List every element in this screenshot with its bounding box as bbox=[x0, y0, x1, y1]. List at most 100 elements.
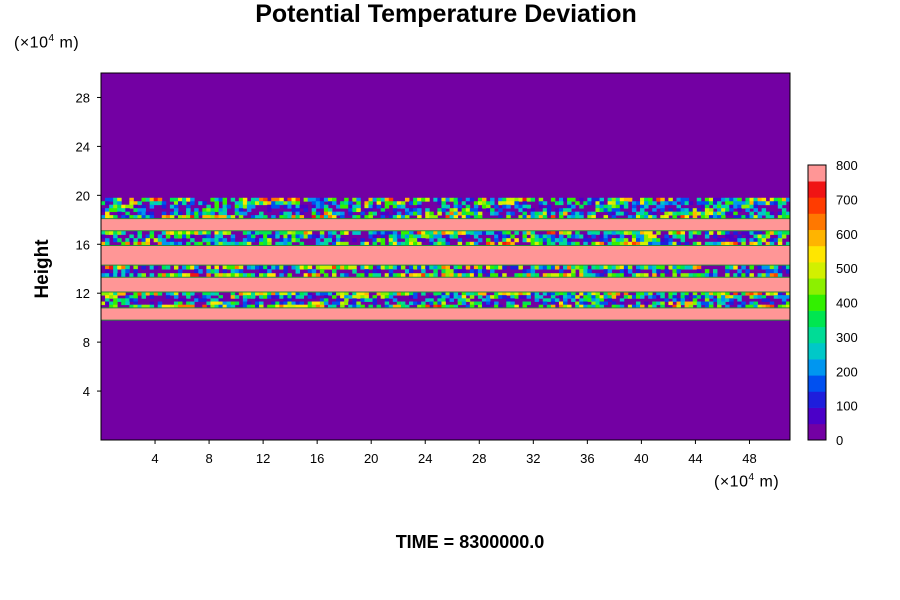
heatmap-cell bbox=[563, 291, 568, 296]
heatmap-cell bbox=[583, 265, 588, 270]
heatmap-cell bbox=[242, 241, 248, 246]
heatmap-cell bbox=[749, 230, 754, 235]
heatmap-cell bbox=[287, 273, 292, 278]
heatmap-cell bbox=[372, 204, 377, 209]
heatmap-cell bbox=[376, 304, 382, 309]
heatmap-cell bbox=[283, 298, 288, 302]
heatmap-cell bbox=[283, 204, 288, 209]
heatmap-cell bbox=[417, 301, 422, 306]
heatmap-cell bbox=[538, 265, 544, 270]
heatmap-cell bbox=[672, 265, 677, 270]
heatmap-cell bbox=[745, 201, 750, 206]
heatmap-cell bbox=[631, 273, 637, 278]
heatmap-cell bbox=[737, 204, 742, 209]
heatmap-cell bbox=[409, 265, 414, 270]
heatmap-cell bbox=[688, 304, 694, 309]
heatmap-cell bbox=[149, 273, 155, 278]
heatmap-cell bbox=[214, 204, 219, 209]
heatmap-cell bbox=[522, 295, 527, 299]
heatmap-cell bbox=[623, 211, 629, 216]
heatmap-cell bbox=[558, 197, 564, 202]
heatmap-cell bbox=[514, 291, 519, 296]
heatmap-cell bbox=[307, 304, 313, 309]
heatmap-cell bbox=[429, 265, 434, 270]
heatmap-cell bbox=[611, 265, 617, 270]
heatmap-cell bbox=[105, 211, 110, 216]
heatmap-cell bbox=[652, 265, 657, 270]
heatmap-cell bbox=[652, 241, 657, 246]
heatmap-cell bbox=[279, 197, 284, 202]
heatmap-cell bbox=[105, 269, 110, 274]
heatmap-cell bbox=[502, 241, 507, 246]
heatmap-cell bbox=[721, 197, 726, 202]
heatmap-cell bbox=[514, 230, 519, 235]
heatmap-cell bbox=[218, 238, 223, 243]
heatmap-cell bbox=[563, 211, 568, 216]
heatmap-cell bbox=[283, 238, 288, 243]
heatmap-cell bbox=[206, 295, 211, 299]
heatmap-cell bbox=[230, 234, 236, 239]
heatmap-cell bbox=[149, 201, 155, 206]
heatmap-cell bbox=[441, 273, 446, 278]
heatmap-cell bbox=[291, 238, 296, 243]
heatmap-cell bbox=[522, 234, 527, 239]
heatmap-cell bbox=[603, 208, 609, 213]
heatmap-cell bbox=[481, 301, 487, 306]
heatmap-cell bbox=[400, 241, 406, 246]
heatmap-cell bbox=[234, 211, 240, 216]
heatmap-cell bbox=[769, 201, 775, 206]
heatmap-cell bbox=[656, 269, 661, 274]
heatmap-cell bbox=[781, 201, 787, 206]
heatmap-cell bbox=[113, 201, 118, 206]
heatmap-cell bbox=[259, 215, 264, 219]
heatmap-cell bbox=[218, 211, 223, 216]
heatmap-cell bbox=[348, 265, 353, 270]
heatmap-cell bbox=[465, 304, 471, 309]
heatmap-cell bbox=[761, 234, 767, 239]
heatmap-cell bbox=[425, 265, 430, 270]
heatmap-cell bbox=[627, 304, 633, 309]
heatmap-cell bbox=[554, 273, 560, 278]
heatmap-cell bbox=[668, 241, 673, 246]
heatmap-cell bbox=[125, 265, 130, 270]
heatmap-cell bbox=[635, 304, 641, 309]
heatmap-cell bbox=[676, 197, 681, 202]
heatmap-cell bbox=[506, 211, 511, 216]
heatmap-cell bbox=[498, 230, 503, 235]
heatmap-cell bbox=[745, 291, 750, 296]
heatmap-cell bbox=[554, 238, 560, 243]
heatmap-cell bbox=[250, 230, 256, 235]
heatmap-cell bbox=[567, 215, 572, 219]
heatmap-cell bbox=[599, 208, 604, 213]
heatmap-cell bbox=[542, 201, 548, 206]
heatmap-cell bbox=[542, 234, 548, 239]
heatmap-cell bbox=[514, 304, 519, 309]
heatmap-cell bbox=[214, 197, 219, 202]
heatmap-cell bbox=[627, 215, 633, 219]
heatmap-cell bbox=[117, 197, 122, 202]
heatmap-cell bbox=[250, 215, 256, 219]
heatmap-cell bbox=[396, 273, 402, 278]
heatmap-cell bbox=[595, 197, 600, 202]
heatmap-cell bbox=[222, 204, 228, 209]
heatmap-cell bbox=[129, 273, 134, 278]
heatmap-cell bbox=[214, 291, 219, 296]
heatmap-cell bbox=[259, 295, 264, 299]
heatmap-cell bbox=[295, 197, 300, 202]
colorbar-swatch bbox=[808, 407, 826, 425]
heatmap-cell bbox=[486, 301, 491, 306]
heatmap-cell bbox=[599, 298, 604, 302]
heatmap-cell bbox=[688, 265, 694, 270]
heatmap-cell bbox=[680, 265, 686, 270]
heatmap-cell bbox=[473, 301, 479, 306]
heatmap-cell bbox=[113, 301, 118, 306]
heatmap-cell bbox=[542, 208, 548, 213]
heatmap-cell bbox=[550, 301, 556, 306]
heatmap-cell bbox=[421, 301, 426, 306]
heatmap-cell bbox=[246, 241, 252, 246]
heatmap-cell bbox=[376, 204, 382, 209]
heatmap-cell bbox=[721, 215, 726, 219]
heatmap-cell bbox=[510, 301, 515, 306]
heatmap-cell bbox=[113, 269, 118, 274]
heatmap-cell bbox=[307, 273, 313, 278]
